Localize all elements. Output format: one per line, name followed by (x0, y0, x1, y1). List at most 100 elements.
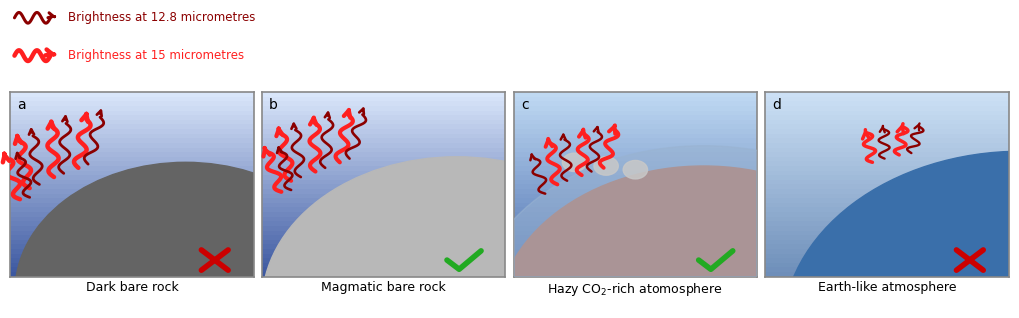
Circle shape (783, 151, 1019, 318)
Bar (10, 207, 254, 212)
Bar (10, 124, 254, 129)
Circle shape (470, 146, 937, 318)
Bar (514, 240, 757, 244)
Bar (514, 170, 757, 175)
Bar (765, 194, 1009, 198)
Bar (514, 184, 757, 189)
Bar (514, 254, 757, 258)
Bar (262, 212, 505, 217)
Bar (262, 115, 505, 120)
Bar (765, 143, 1009, 148)
Text: Brightness at 15 micrometres: Brightness at 15 micrometres (68, 49, 245, 62)
Bar (262, 263, 505, 267)
Bar (514, 92, 757, 97)
Bar (262, 170, 505, 175)
Bar (10, 101, 254, 106)
Bar (514, 189, 757, 194)
Bar (765, 212, 1009, 217)
Bar (10, 106, 254, 111)
Bar (765, 184, 1009, 189)
Bar (262, 148, 505, 152)
Bar (765, 134, 1009, 138)
Bar (10, 115, 254, 120)
Text: d: d (772, 98, 782, 112)
Bar (514, 148, 757, 152)
Bar (10, 194, 254, 198)
Circle shape (496, 166, 911, 318)
Bar (10, 148, 254, 152)
Bar (765, 244, 1009, 249)
Bar (514, 175, 757, 180)
Bar (514, 143, 757, 148)
Bar (10, 166, 254, 170)
Bar (10, 170, 254, 175)
Circle shape (562, 153, 587, 171)
Bar (262, 106, 505, 111)
Bar (10, 267, 254, 272)
Bar (262, 194, 505, 198)
Bar (765, 148, 1009, 152)
Bar (514, 166, 757, 170)
Bar (10, 203, 254, 207)
Bar (765, 97, 1009, 101)
Bar (10, 143, 254, 148)
Bar (10, 189, 254, 194)
Text: a: a (17, 98, 26, 112)
Bar (262, 134, 505, 138)
Bar (262, 97, 505, 101)
Bar (514, 263, 757, 267)
Bar (514, 129, 757, 134)
Bar (10, 198, 254, 203)
Bar (10, 134, 254, 138)
Bar (262, 92, 505, 97)
Circle shape (594, 157, 619, 175)
Bar (514, 198, 757, 203)
Bar (262, 235, 505, 240)
Bar (765, 226, 1009, 231)
Bar (262, 254, 505, 258)
X-axis label: Dark bare rock: Dark bare rock (86, 281, 178, 294)
Bar (10, 263, 254, 267)
Bar (514, 157, 757, 161)
Bar (10, 272, 254, 277)
Bar (514, 124, 757, 129)
Bar (10, 161, 254, 166)
Bar (10, 111, 254, 115)
Bar (765, 189, 1009, 194)
Bar (10, 180, 254, 184)
Bar (10, 221, 254, 226)
Bar (765, 249, 1009, 254)
Bar (514, 111, 757, 115)
Bar (262, 166, 505, 170)
Bar (765, 231, 1009, 235)
Bar (514, 180, 757, 184)
Bar (262, 175, 505, 180)
Bar (765, 198, 1009, 203)
Bar (765, 267, 1009, 272)
Bar (10, 175, 254, 180)
Bar (10, 129, 254, 134)
Bar (514, 115, 757, 120)
Bar (262, 124, 505, 129)
Bar (10, 217, 254, 221)
Bar (10, 92, 254, 97)
Bar (10, 138, 254, 143)
Circle shape (624, 161, 647, 179)
Bar (514, 212, 757, 217)
Bar (514, 138, 757, 143)
Circle shape (262, 157, 651, 318)
Bar (10, 249, 254, 254)
Bar (765, 221, 1009, 226)
Bar (262, 129, 505, 134)
Bar (514, 272, 757, 277)
Bar (514, 101, 757, 106)
Bar (262, 217, 505, 221)
Bar (10, 231, 254, 235)
Bar (262, 231, 505, 235)
Bar (765, 124, 1009, 129)
Bar (514, 194, 757, 198)
Bar (765, 217, 1009, 221)
Bar (765, 166, 1009, 170)
Bar (514, 161, 757, 166)
Bar (10, 240, 254, 244)
